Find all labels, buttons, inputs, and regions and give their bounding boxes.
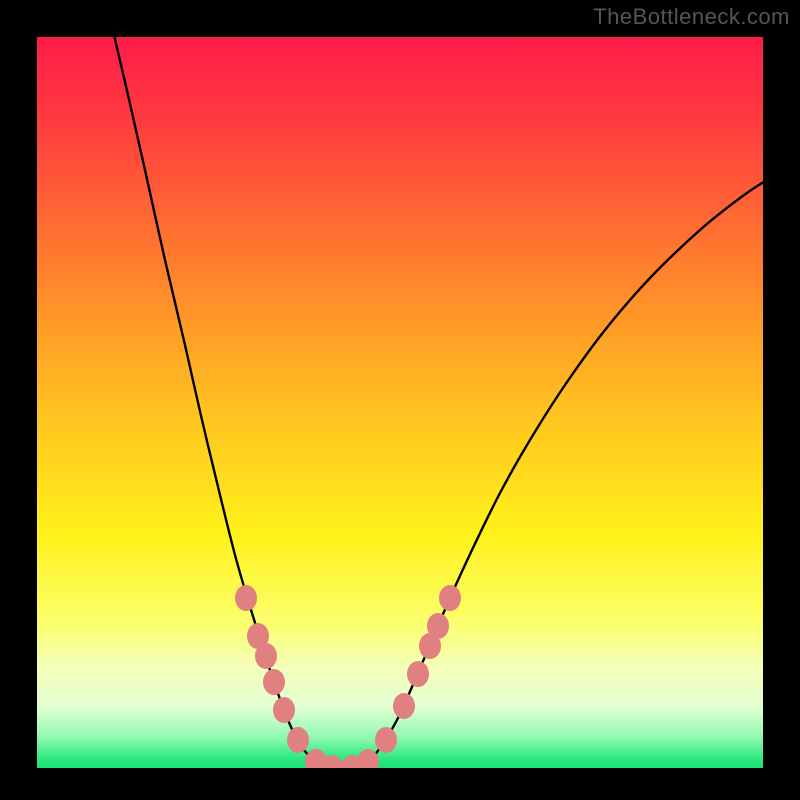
marker-point — [439, 585, 461, 611]
marker-point — [375, 727, 397, 753]
marker-point — [407, 661, 429, 687]
marker-point — [235, 585, 257, 611]
marker-point — [287, 727, 309, 753]
marker-point — [273, 697, 295, 723]
marker-point — [393, 693, 415, 719]
bottleneck-chart-svg — [0, 0, 800, 800]
plot-gradient-background — [35, 35, 765, 770]
marker-point — [255, 643, 277, 669]
chart-container: TheBottleneck.com — [0, 0, 800, 800]
marker-point — [263, 669, 285, 695]
marker-point — [427, 613, 449, 639]
